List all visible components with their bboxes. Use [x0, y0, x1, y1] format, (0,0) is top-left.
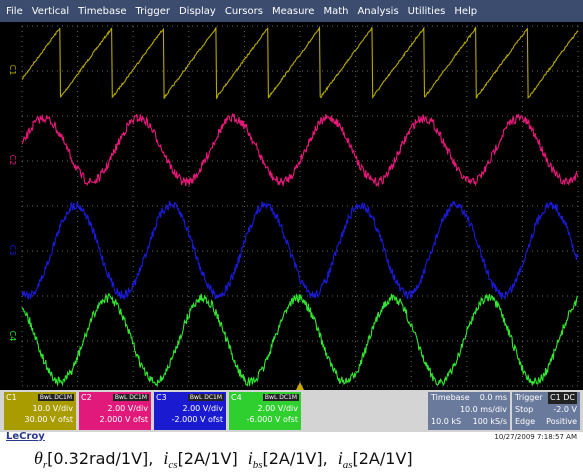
- trigger-row: Stop -2.0 V: [512, 404, 580, 416]
- caption-subscript: as: [343, 459, 353, 471]
- menu-item[interactable]: Math: [323, 6, 348, 17]
- scope-display: C1 C2 C3 C4: [0, 22, 583, 390]
- volts-per-div: 2.00 V/div: [79, 403, 151, 414]
- caption-symbol: θ: [34, 448, 43, 468]
- timebase-row: Timebase 0.0 ms: [428, 392, 510, 404]
- coupling: BwL DC1M: [188, 394, 224, 401]
- channel-box[interactable]: C3 BwL DC1M 2.00 V/div-2.000 V ofst: [154, 392, 226, 430]
- trigger-source: C1 DC: [548, 392, 577, 404]
- menu-item[interactable]: Vertical: [32, 6, 69, 17]
- menu-item[interactable]: Trigger: [135, 6, 170, 17]
- caption-scale: [2A/1V]: [353, 449, 413, 468]
- menu-item[interactable]: File: [6, 6, 23, 17]
- coupling: BwL DC1M: [38, 394, 74, 401]
- brand: LeCroy: [6, 431, 45, 442]
- channel-label: C3: [8, 245, 17, 256]
- volts-per-div: 10.0 V/div: [4, 403, 76, 414]
- offset: 30.00 V ofst: [4, 414, 76, 425]
- menu-item[interactable]: Timebase: [78, 6, 126, 17]
- caption-scale: [2A/1V],: [262, 449, 327, 468]
- channel-name: C4: [231, 393, 242, 402]
- trigger-type: Edge: [515, 416, 535, 428]
- timestamp: 10/27/2009 7:18:57 AM: [494, 433, 577, 441]
- channel-name: C1: [6, 393, 17, 402]
- channel-name: C3: [156, 393, 167, 402]
- menu-item[interactable]: Display: [179, 6, 216, 17]
- menu-item[interactable]: Utilities: [408, 6, 446, 17]
- delay: 0.0 ms: [480, 392, 507, 404]
- caption-subscript: cs: [168, 459, 177, 471]
- channel-label: C1: [8, 65, 17, 76]
- channel-label: C4: [8, 331, 17, 342]
- offset: -2.000 V ofst: [154, 414, 226, 425]
- trigger-row: Edge Positive: [512, 416, 580, 428]
- channel-header: C3 BwL DC1M: [154, 392, 226, 403]
- scope-screen: File Vertical Timebase Trigger Display Cursor…: [0, 0, 583, 476]
- trigger-mode: Stop: [515, 404, 533, 416]
- sample-rate: 100 kS/s: [473, 416, 507, 428]
- channel-box[interactable]: C4 BwL DC1M 2.00 V/div-6.000 V ofst: [229, 392, 301, 430]
- trigger-row: Trigger C1 DC: [512, 392, 580, 404]
- coupling: BwL DC1M: [113, 394, 149, 401]
- channel-header: C2 BwL DC1M: [79, 392, 151, 403]
- offset: 2.000 V ofst: [79, 414, 151, 425]
- volts-per-div: 2.00 V/div: [154, 403, 226, 414]
- menu-bar: File Vertical Timebase Trigger Display Cursor…: [0, 0, 583, 22]
- trigger-slope: Positive: [546, 416, 577, 428]
- channel-label: C2: [8, 155, 17, 166]
- samples: 10.0 kS: [431, 416, 461, 428]
- menu-item[interactable]: Analysis: [357, 6, 398, 17]
- trigger-level: -2.0 V: [553, 404, 577, 416]
- trigger-title: Trigger: [515, 392, 543, 404]
- menu-item[interactable]: Cursors: [225, 6, 263, 17]
- caption: θr[0.32rad/1V],ics[2A/1V]ibs[2A/1V],ias[…: [34, 448, 423, 471]
- caption-scale: [0.32rad/1V],: [47, 449, 153, 468]
- trigger-box[interactable]: Trigger C1 DC Stop -2.0 V Edge Positive: [512, 392, 580, 430]
- offset: -6.000 V ofst: [229, 414, 301, 425]
- timebase-title: Timebase: [431, 392, 470, 404]
- time-per-div: 10.0 ms/div: [460, 404, 507, 416]
- menu-item[interactable]: Help: [454, 6, 477, 17]
- timebase-row: 10.0 kS 100 kS/s: [428, 416, 510, 428]
- caption-scale: [2A/1V]: [178, 449, 238, 468]
- timebase-row: 10.0 ms/div: [428, 404, 510, 416]
- coupling: BwL DC1M: [263, 394, 299, 401]
- channel-name: C2: [81, 393, 92, 402]
- volts-per-div: 2.00 V/div: [229, 403, 301, 414]
- channel-header: C1 BwL DC1M: [4, 392, 76, 403]
- menu-item[interactable]: Measure: [272, 6, 315, 17]
- channel-header: C4 BwL DC1M: [229, 392, 301, 403]
